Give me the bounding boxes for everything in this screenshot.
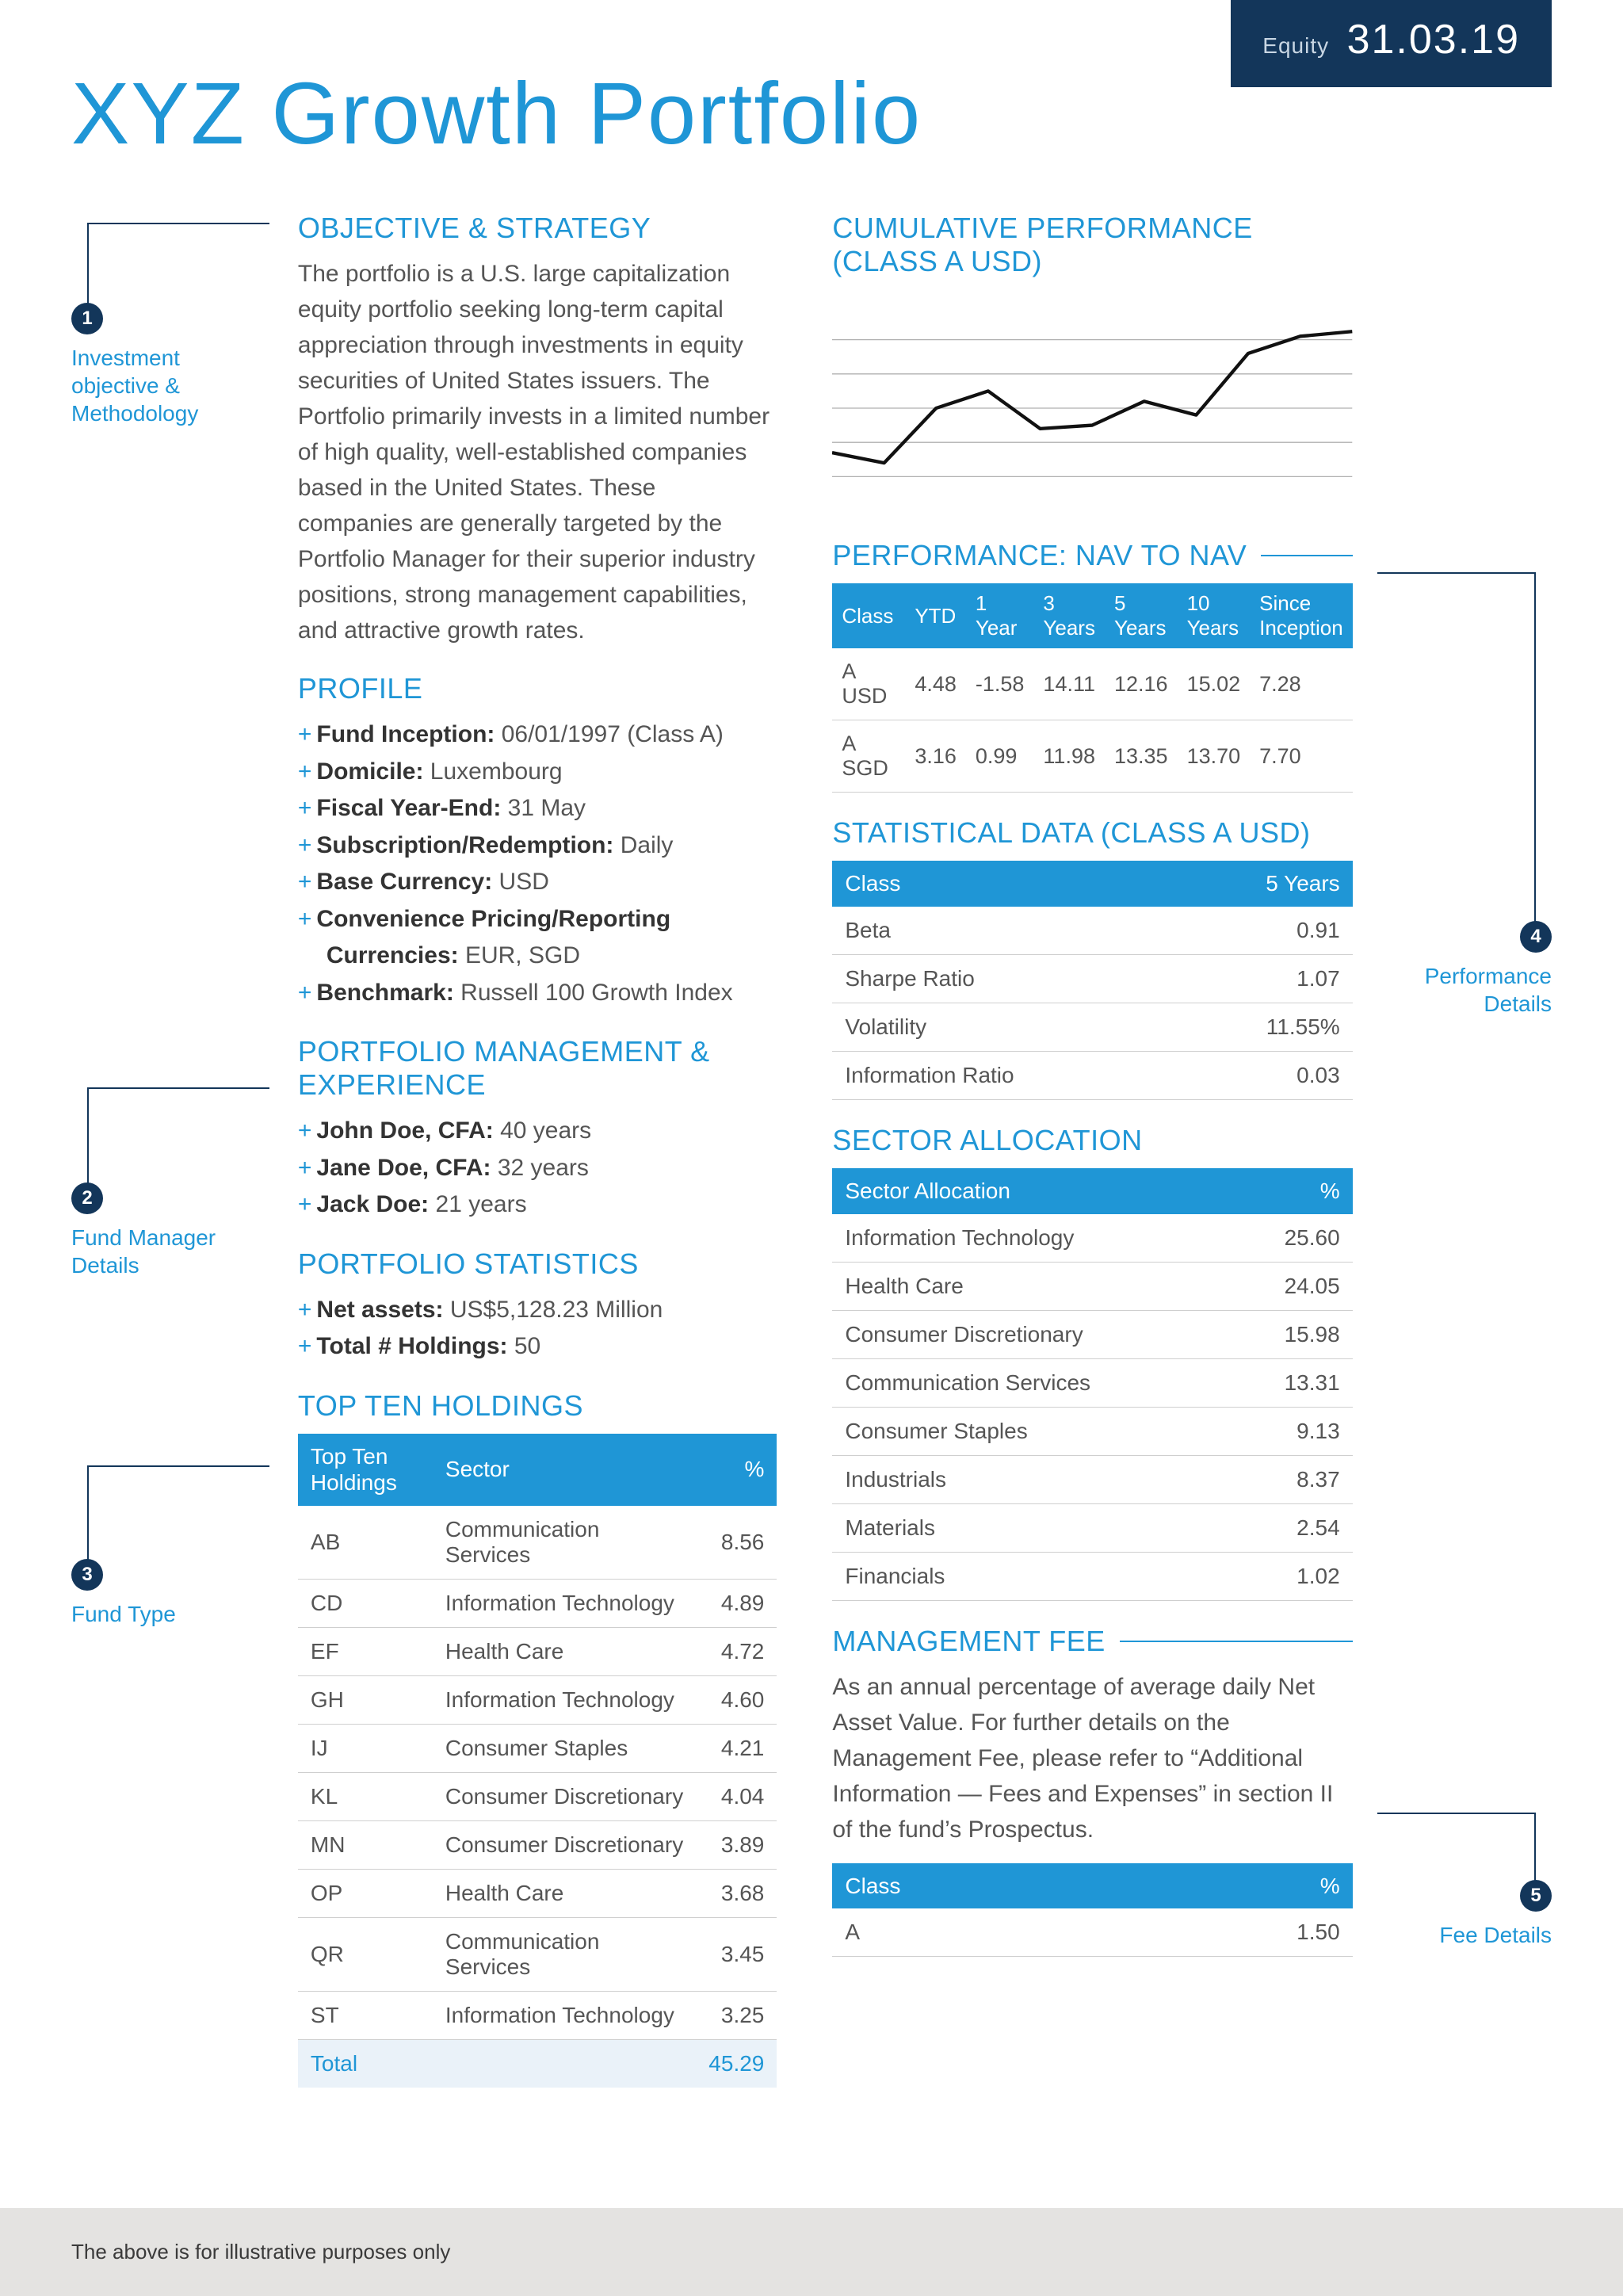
table-row: IJConsumer Staples4.21 [298, 1724, 777, 1772]
right-callouts: 4 Performance Details 5 Fee Details [1408, 212, 1552, 2088]
table-row: Information Technology25.60 [832, 1214, 1352, 1263]
holdings-table: Top Ten Holdings Sector % ABCommunicatio… [298, 1434, 777, 2088]
header-category: Equity [1262, 33, 1329, 58]
callout-5-number: 5 [1520, 1880, 1552, 1912]
list-item: +Fund Inception: 06/01/1997 (Class A) [298, 716, 777, 754]
callout-3-number: 3 [71, 1559, 103, 1591]
callout-1-label: Investment objective & Methodology [71, 344, 242, 427]
callout-4-label: Performance Details [1408, 962, 1552, 1018]
table-row: Financials1.02 [832, 1552, 1352, 1600]
table-row: KLConsumer Discretionary4.04 [298, 1772, 777, 1820]
holdings-total-row: Total45.29 [298, 2039, 777, 2088]
objective-heading: OBJECTIVE & STRATEGY [298, 212, 777, 245]
table-row: GHInformation Technology4.60 [298, 1675, 777, 1724]
sector-heading: SECTOR ALLOCATION [832, 1124, 1352, 1157]
cumperf-heading: CUMULATIVE PERFORMANCE (CLASS A USD) [832, 212, 1352, 278]
table-row: Consumer Staples9.13 [832, 1407, 1352, 1455]
holdings-col-0: Top Ten Holdings [298, 1434, 433, 1506]
mgmtfee-col-1: % [1242, 1863, 1353, 1909]
management-list: +John Doe, CFA: 40 years+Jane Doe, CFA: … [298, 1113, 777, 1224]
table-row: EFHealth Care4.72 [298, 1627, 777, 1675]
list-item: +Net assets: US$5,128.23 Million [298, 1292, 777, 1329]
list-item: +John Doe, CFA: 40 years [298, 1113, 777, 1150]
header-badge: Equity 31.03.19 [1231, 0, 1552, 87]
navperf-table: ClassYTD1Year3Years5Years10YearsSinceInc… [832, 583, 1352, 793]
mgmtfee-heading: MANAGEMENT FEE [832, 1625, 1352, 1658]
sector-col-1: % [1242, 1168, 1353, 1214]
mgmtfee-col-0: Class [832, 1863, 1241, 1909]
statdata-col-0: Class [832, 861, 1193, 907]
table-row: Health Care24.05 [832, 1262, 1352, 1310]
mgmtfee-text: As an annual percentage of average daily… [832, 1669, 1352, 1847]
statdata-table: Class 5 Years Beta0.91Sharpe Ratio1.07Vo… [832, 861, 1352, 1100]
sector-col-0: Sector Allocation [832, 1168, 1241, 1214]
list-item: +Domicile: Luxembourg [298, 754, 777, 791]
table-row: QRCommunication Services3.45 [298, 1917, 777, 1991]
table-row: Sharpe Ratio1.07 [832, 954, 1352, 1003]
table-row: CDInformation Technology4.89 [298, 1579, 777, 1627]
table-row: A USD4.48-1.5814.1112.1615.027.28 [832, 648, 1352, 720]
management-heading: PORTFOLIO MANAGEMENT & EXPERIENCE [298, 1035, 777, 1102]
holdings-col-2: % [696, 1434, 777, 1506]
table-row: Information Ratio0.03 [832, 1051, 1352, 1099]
header-date: 31.03.19 [1347, 17, 1520, 63]
callout-4-number: 4 [1520, 921, 1552, 953]
profile-heading: PROFILE [298, 672, 777, 705]
navperf-heading: PERFORMANCE: NAV TO NAV [832, 539, 1352, 572]
statdata-heading: STATISTICAL DATA (CLASS A USD) [832, 816, 1352, 850]
profile-list: +Fund Inception: 06/01/1997 (Class A)+Do… [298, 716, 777, 1011]
list-item: +Jack Doe: 21 years [298, 1186, 777, 1224]
list-item: +Convenience Pricing/Reporting Currencie… [298, 901, 777, 975]
portfolio-stats-list: +Net assets: US$5,128.23 Million+Total #… [298, 1292, 777, 1366]
table-row: A SGD3.160.9911.9813.3513.707.70 [832, 720, 1352, 793]
list-item: +Jane Doe, CFA: 32 years [298, 1150, 777, 1187]
callout-5-label: Fee Details [1439, 1921, 1552, 1949]
list-item: +Base Currency: USD [298, 864, 777, 901]
callout-1-number: 1 [71, 303, 103, 334]
footer-note: The above is for illustrative purposes o… [0, 2208, 1623, 2296]
table-row: Volatility11.55% [832, 1003, 1352, 1051]
table-row: OPHealth Care3.68 [298, 1869, 777, 1917]
table-row: MNConsumer Discretionary3.89 [298, 1820, 777, 1869]
portfolio-stats-heading: PORTFOLIO STATISTICS [298, 1247, 777, 1281]
statdata-col-1: 5 Years [1194, 861, 1353, 907]
list-item: +Benchmark: Russell 100 Growth Index [298, 975, 777, 1012]
table-row: Communication Services13.31 [832, 1358, 1352, 1407]
callout-2-label: Fund Manager Details [71, 1224, 242, 1279]
list-item: +Total # Holdings: 50 [298, 1328, 777, 1366]
table-row: A1.50 [832, 1908, 1352, 1957]
callout-2-number: 2 [71, 1182, 103, 1214]
table-row: Industrials8.37 [832, 1455, 1352, 1503]
cumulative-performance-chart [832, 305, 1352, 511]
middle-column: OBJECTIVE & STRATEGY The portfolio is a … [298, 212, 777, 2088]
list-item: +Subscription/Redemption: Daily [298, 827, 777, 865]
objective-text: The portfolio is a U.S. large capitaliza… [298, 256, 777, 648]
table-row: Materials2.54 [832, 1503, 1352, 1552]
callout-3-label: Fund Type [71, 1600, 176, 1628]
holdings-col-1: Sector [433, 1434, 696, 1506]
table-row: ABCommunication Services8.56 [298, 1506, 777, 1580]
holdings-heading: TOP TEN HOLDINGS [298, 1389, 777, 1423]
table-row: STInformation Technology3.25 [298, 1991, 777, 2039]
sector-table: Sector Allocation % Information Technolo… [832, 1168, 1352, 1601]
mgmtfee-table: Class % A1.50 [832, 1863, 1352, 1958]
list-item: +Fiscal Year-End: 31 May [298, 790, 777, 827]
right-column: CUMULATIVE PERFORMANCE (CLASS A USD) PER… [832, 212, 1352, 2088]
table-row: Consumer Discretionary15.98 [832, 1310, 1352, 1358]
left-callouts: 1 Investment objective & Methodology 2 F… [71, 212, 242, 2088]
table-row: Beta0.91 [832, 907, 1352, 955]
